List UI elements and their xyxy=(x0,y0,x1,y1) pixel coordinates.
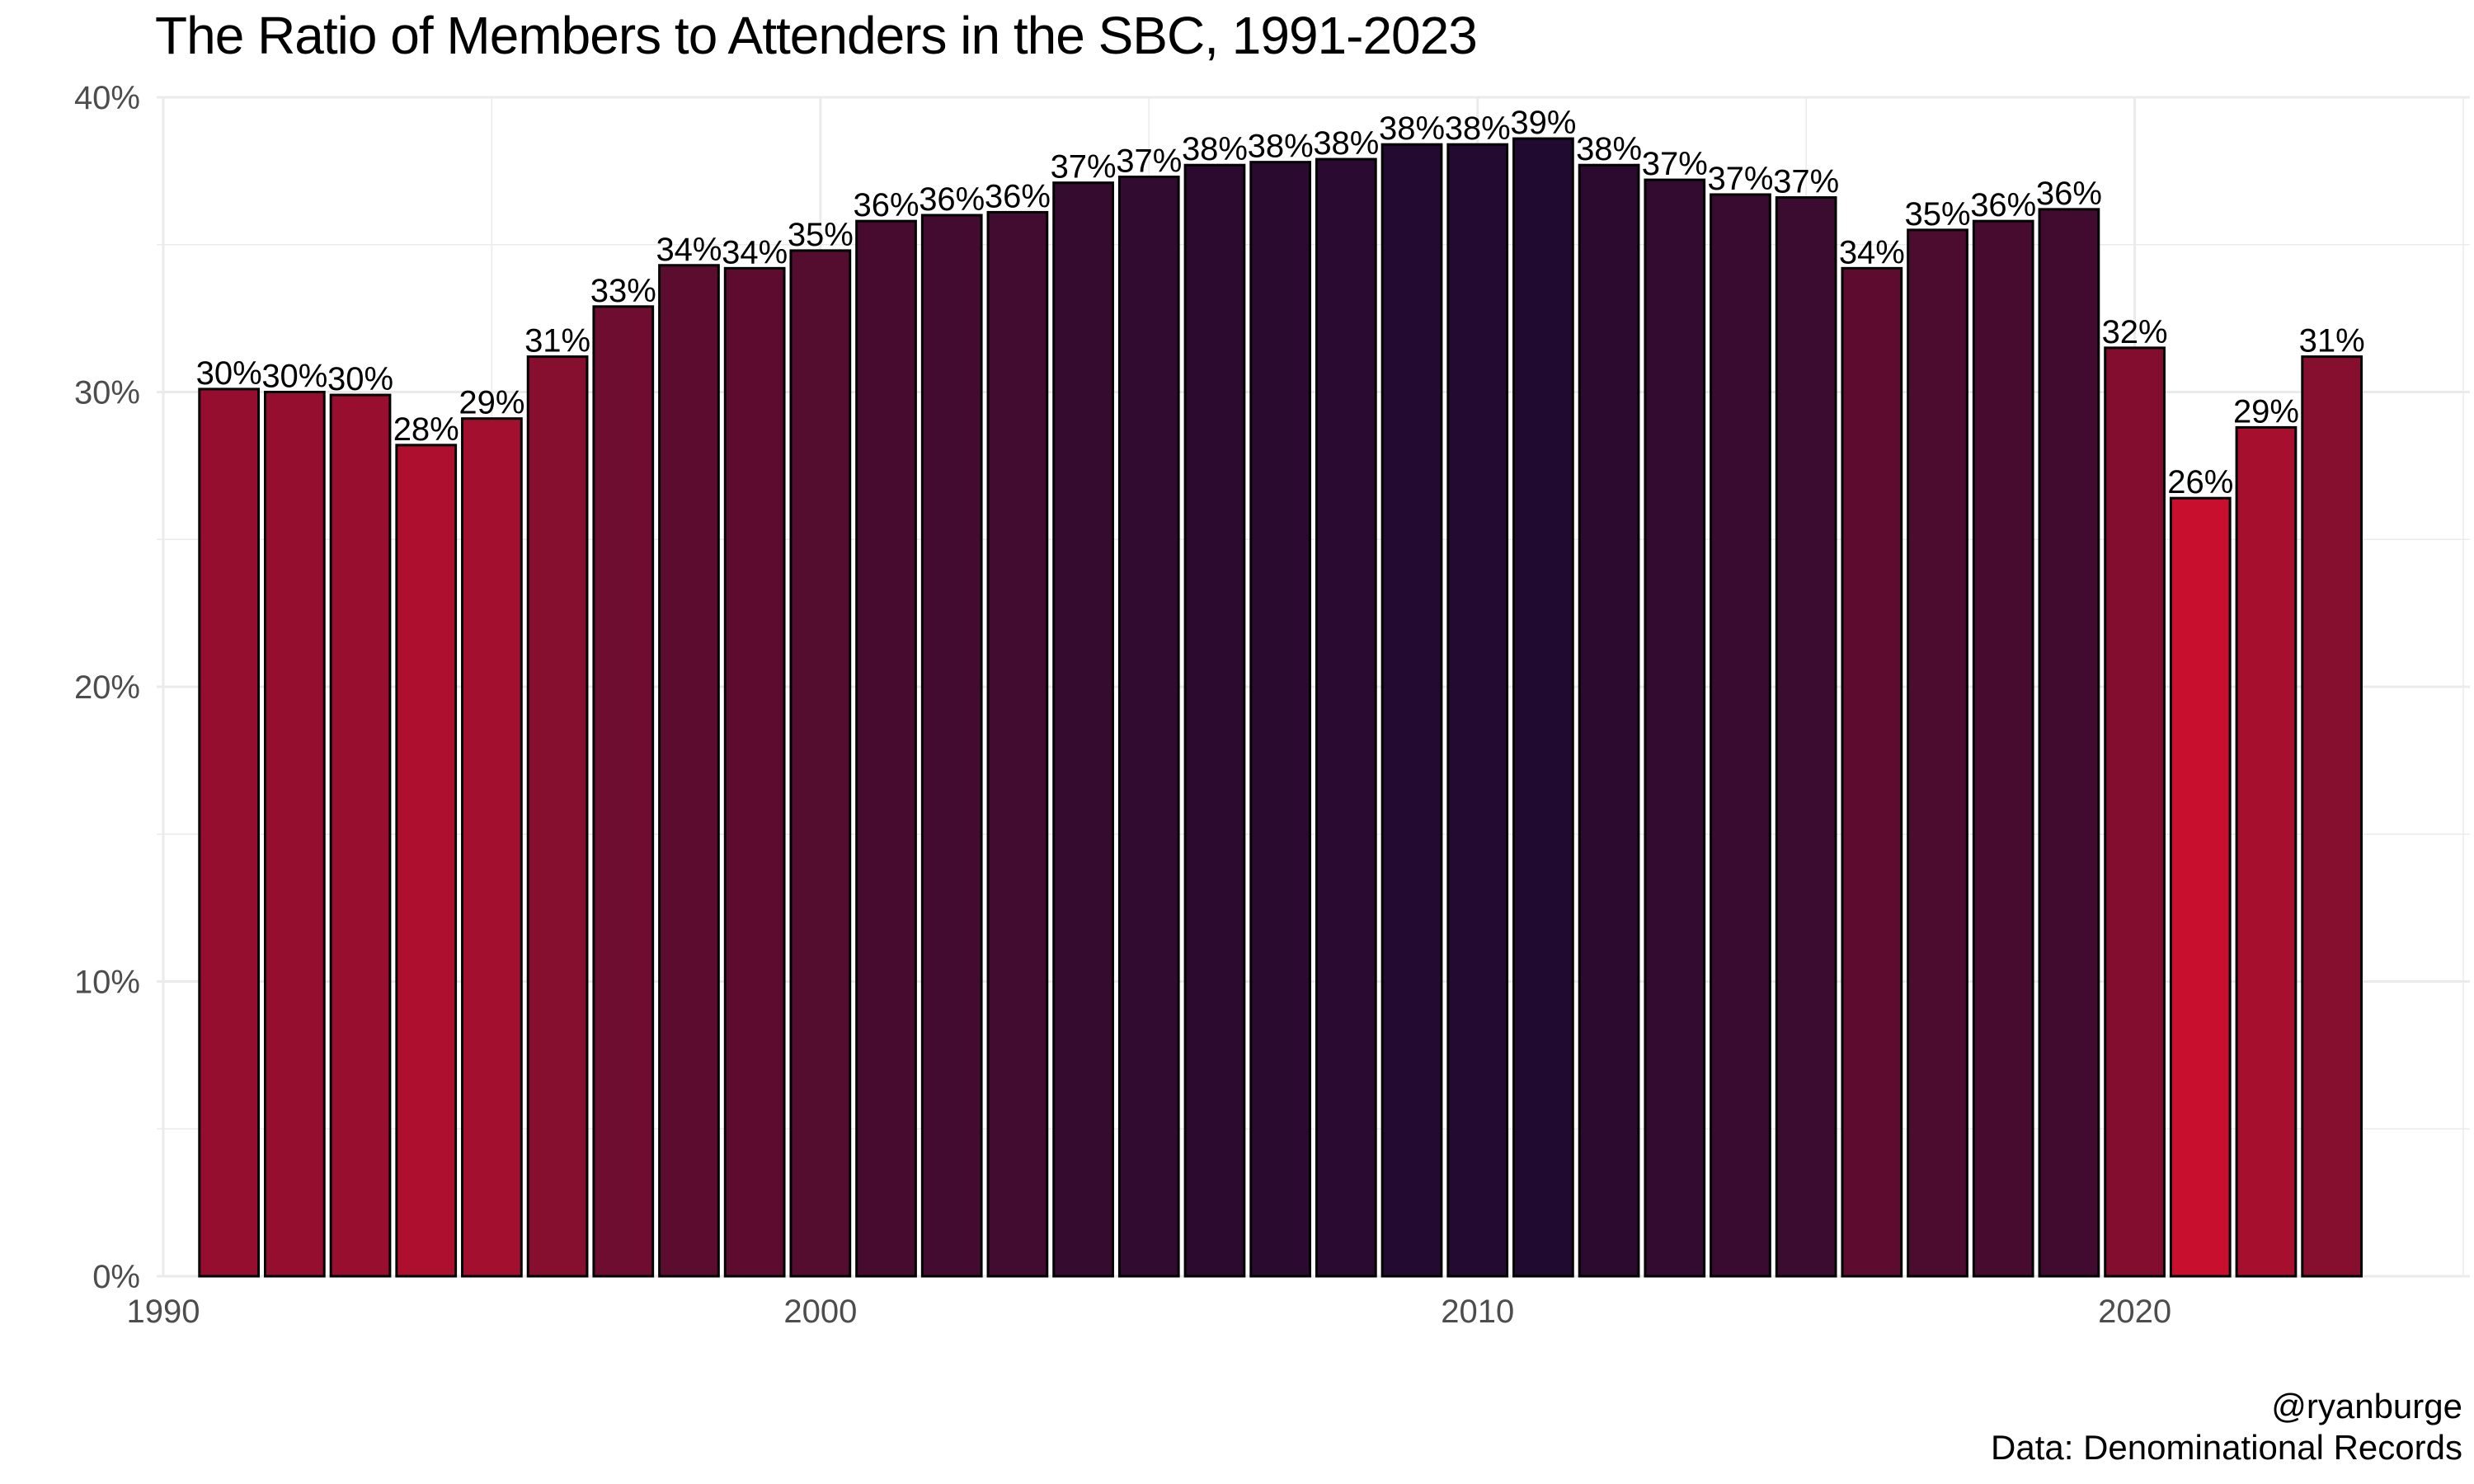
bar-label-2006: 38% xyxy=(1182,131,1248,167)
x-axis: 1990 2000 2010 2020 xyxy=(126,1294,2171,1330)
caption-handle: @ryanburge xyxy=(2271,1387,2462,1425)
bar-2000 xyxy=(789,249,852,1278)
bar-label-1996: 31% xyxy=(524,323,590,359)
chart-title: The Ratio of Members to Attenders in the… xyxy=(155,6,1478,65)
bar-label-1994: 28% xyxy=(393,411,459,448)
bar-2011 xyxy=(1512,137,1574,1278)
bar-label-2018: 36% xyxy=(1970,187,2036,223)
bar-2016 xyxy=(1841,266,1903,1278)
bar-1995 xyxy=(461,417,523,1278)
bar-label-2005: 37% xyxy=(1116,143,1182,180)
bar-1997 xyxy=(592,305,655,1278)
bar-label-2017: 35% xyxy=(1905,196,1971,232)
y-tick-label: 40% xyxy=(74,80,140,116)
bar-label-2014: 37% xyxy=(1707,161,1773,197)
bar-1996 xyxy=(526,355,589,1278)
bar-2010 xyxy=(1446,143,1509,1278)
bar-label-2004: 37% xyxy=(1051,149,1117,186)
bar-2014 xyxy=(1710,193,1771,1278)
y-tick-label: 10% xyxy=(74,965,140,1001)
bar-label-1993: 30% xyxy=(327,361,393,397)
bar-label-1995: 29% xyxy=(459,385,524,421)
bar-1992 xyxy=(263,391,326,1278)
caption-source: Data: Denominational Records xyxy=(1991,1428,2462,1467)
bar-label-2010: 38% xyxy=(1445,110,1511,147)
bar-1993 xyxy=(329,393,392,1278)
bar-label-1998: 34% xyxy=(656,232,722,268)
y-axis: 0% 10% 20% 30% 40% xyxy=(74,80,140,1295)
bar-2012 xyxy=(1578,163,1640,1278)
bar-2008 xyxy=(1315,157,1377,1278)
x-tick-label: 2000 xyxy=(783,1294,857,1330)
bar-2017 xyxy=(1907,228,1968,1278)
bar-1994 xyxy=(395,444,458,1278)
bar-label-2016: 34% xyxy=(1839,234,1905,270)
y-tick-label: 0% xyxy=(92,1259,140,1295)
bar-2023 xyxy=(2301,355,2363,1278)
bar-2004 xyxy=(1052,181,1114,1278)
bar-label-2000: 35% xyxy=(788,217,854,253)
bar-label-1999: 34% xyxy=(722,234,788,270)
bar-label-2003: 36% xyxy=(985,178,1051,214)
bar-label-2020: 32% xyxy=(2102,314,2168,350)
bar-label-2012: 38% xyxy=(1576,131,1642,167)
bar-1998 xyxy=(658,264,720,1278)
bar-2021 xyxy=(2169,496,2232,1278)
bar-label-2015: 37% xyxy=(1773,164,1839,200)
bar-label-2021: 26% xyxy=(2167,464,2233,500)
bar-1999 xyxy=(723,266,786,1278)
bar-label-2013: 37% xyxy=(1642,146,1708,182)
bar-label-1992: 30% xyxy=(261,359,327,395)
bar-label-2002: 36% xyxy=(919,181,985,218)
bar-2019 xyxy=(2038,208,2100,1278)
bar-2002 xyxy=(920,214,983,1278)
bar-label-2009: 38% xyxy=(1379,110,1445,147)
bar-label-1991: 30% xyxy=(196,355,262,392)
y-tick-label: 30% xyxy=(74,375,140,411)
bar-label-2001: 36% xyxy=(854,187,920,223)
x-tick-label: 2020 xyxy=(2098,1294,2171,1330)
bar-2003 xyxy=(986,210,1049,1278)
bar-2007 xyxy=(1249,161,1312,1278)
x-tick-label: 2010 xyxy=(1441,1294,1514,1330)
bar-2015 xyxy=(1775,196,1837,1278)
bar-2005 xyxy=(1117,176,1180,1278)
y-tick-label: 20% xyxy=(74,669,140,706)
bar-label-2008: 38% xyxy=(1313,125,1379,162)
bar-2001 xyxy=(855,219,917,1278)
bar-label-2022: 29% xyxy=(2233,393,2299,430)
x-tick-label: 1990 xyxy=(126,1294,200,1330)
bar-label-2019: 36% xyxy=(2036,176,2102,212)
bar-2018 xyxy=(1972,219,2034,1278)
bar-label-2011: 39% xyxy=(1510,105,1576,141)
bar-label-2007: 38% xyxy=(1248,129,1314,165)
bar-label-1997: 33% xyxy=(590,273,656,309)
bar-2022 xyxy=(2235,425,2298,1278)
bar-2006 xyxy=(1183,163,1246,1278)
bar-2009 xyxy=(1380,143,1443,1278)
bar-2020 xyxy=(2104,346,2166,1278)
bar-label-2023: 31% xyxy=(2299,323,2365,359)
bar-1991 xyxy=(198,387,261,1278)
bars xyxy=(198,137,2363,1278)
bar-2013 xyxy=(1644,178,1706,1278)
bar-labels: 30% 30% 30%28%29%31%33%34% 34% 35%36% 36% 36%3… xyxy=(196,105,2365,500)
